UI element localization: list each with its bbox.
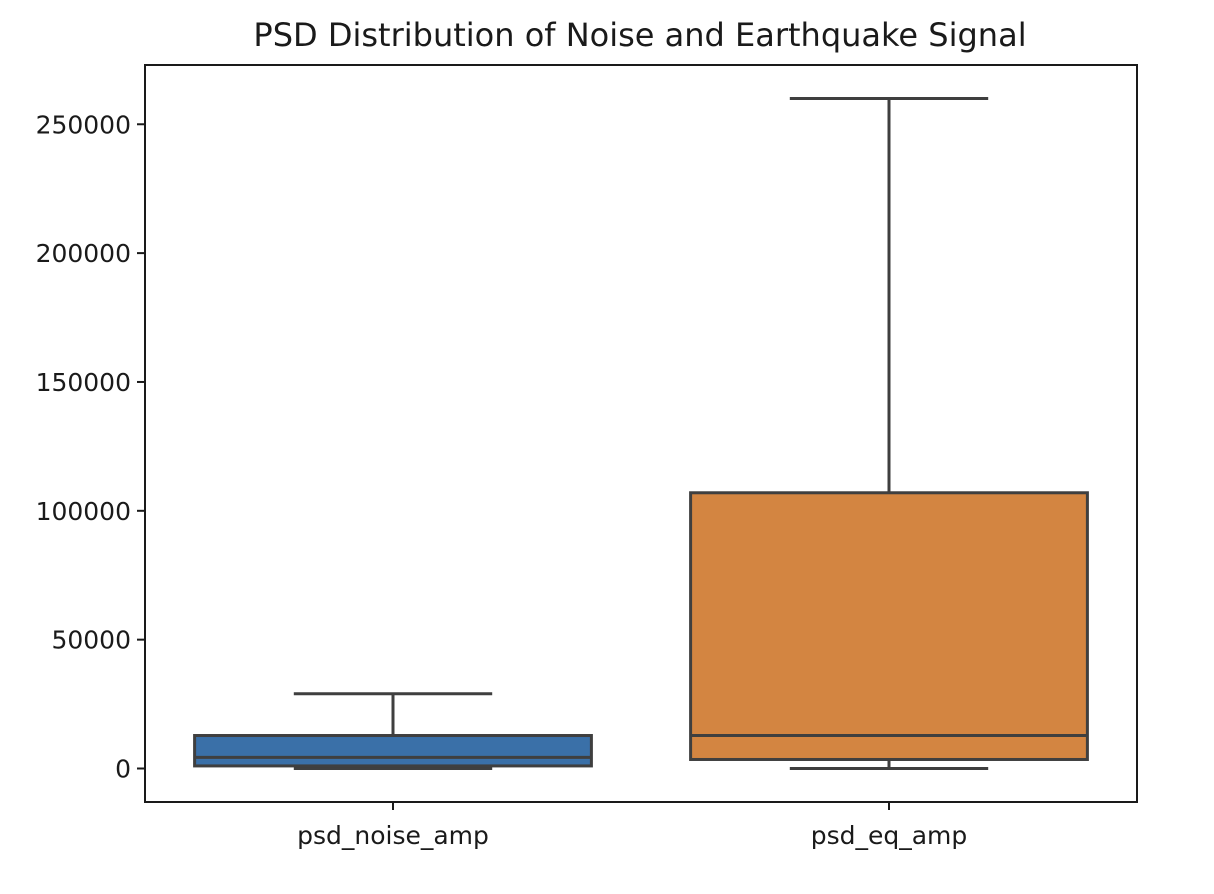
iqr-box <box>193 734 593 768</box>
y-tick-label: 50000 <box>51 626 131 655</box>
box-group-psd_noise_amp <box>193 692 593 770</box>
y-tick-label: 0 <box>115 755 131 784</box>
y-tick-label: 250000 <box>36 110 131 139</box>
y-tick-label: 100000 <box>36 497 131 526</box>
box-group-psd_eq_amp <box>689 97 1089 770</box>
x-tick-label: psd_eq_amp <box>811 821 968 850</box>
chart-title: PSD Distribution of Noise and Earthquake… <box>253 16 1026 54</box>
plot-frame <box>144 64 1138 803</box>
boxes-layer <box>193 97 1089 770</box>
y-tick-label: 200000 <box>36 239 131 268</box>
iqr-box <box>689 491 1089 761</box>
y-tick-label: 150000 <box>36 368 131 397</box>
axes-layer: 0 50000 100000 150000 200000 250000 psd_noise_… <box>36 110 968 850</box>
x-tick-label: psd_noise_amp <box>297 821 489 850</box>
